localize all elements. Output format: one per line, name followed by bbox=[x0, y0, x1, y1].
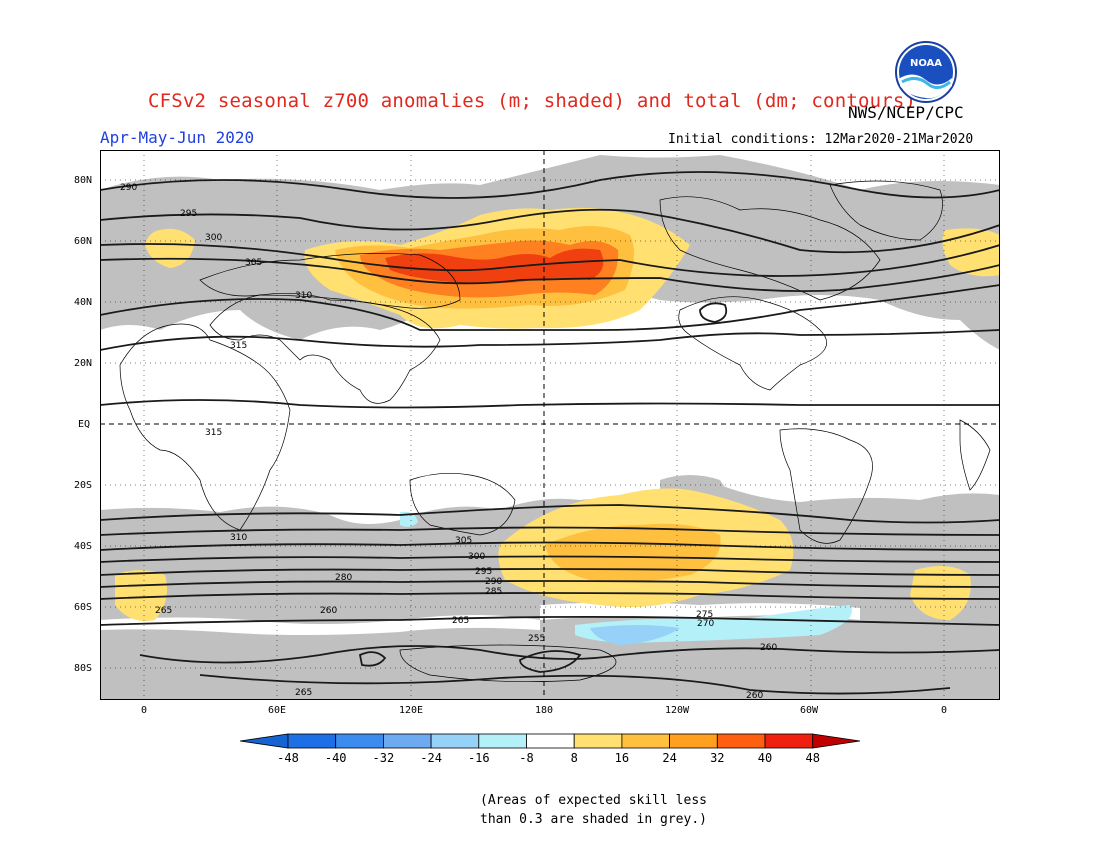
map-frame bbox=[100, 150, 1000, 700]
height-contours bbox=[100, 171, 1000, 695]
contour-label: 270 bbox=[697, 619, 714, 629]
colorbar-tick-label: -32 bbox=[373, 751, 395, 765]
colorbar-swatch bbox=[382, 733, 432, 749]
lat-label: 60S bbox=[74, 602, 93, 613]
colorbar-swatch bbox=[573, 733, 623, 749]
contour-label: 300 bbox=[205, 233, 222, 243]
map-title: CFSv2 seasonal z700 anomalies (m; shaded… bbox=[148, 90, 917, 112]
colorbar-tick-label: 8 bbox=[571, 751, 578, 765]
noaa-logo: NOAA bbox=[895, 41, 957, 103]
contour-label: 295 bbox=[475, 567, 492, 577]
lon-label: 120W bbox=[665, 705, 690, 716]
colorbar-swatch bbox=[335, 733, 384, 749]
colorbar-swatch bbox=[716, 733, 766, 749]
colorbar-arrow-right bbox=[812, 733, 861, 749]
contour-label: 280 bbox=[335, 573, 352, 583]
lat-label: 40N bbox=[74, 297, 93, 308]
lon-label: 60E bbox=[268, 705, 287, 716]
grid-dots bbox=[100, 150, 1000, 700]
lat-label: 80S bbox=[74, 663, 93, 674]
colorbar-swatch bbox=[430, 733, 480, 749]
footnote-line-2: than 0.3 are shaded in grey.) bbox=[480, 812, 707, 827]
colorbar-tick-label: 32 bbox=[710, 751, 724, 765]
colorbar-tick-label: -24 bbox=[420, 751, 442, 765]
lat-label: 60N bbox=[74, 236, 93, 247]
positive-anomaly-south bbox=[115, 488, 971, 621]
contour-labels: 290 295 300 305 310 315 315 310 305 300 … bbox=[120, 183, 777, 700]
contour-label: 265 bbox=[155, 606, 172, 616]
negative-anomaly bbox=[400, 511, 852, 645]
colorbar-swatch bbox=[764, 733, 814, 749]
colorbar-tick-label: -40 bbox=[325, 751, 347, 765]
anomaly-map: 290 295 300 305 310 315 315 310 305 300 … bbox=[100, 150, 1000, 700]
lon-label: 180 bbox=[535, 705, 554, 716]
colorbar-tick-label: -48 bbox=[277, 751, 299, 765]
coastlines bbox=[119, 180, 991, 683]
season-label: Apr-May-Jun 2020 bbox=[100, 128, 255, 147]
lat-label: 20S bbox=[74, 480, 93, 491]
lat-label: 80N bbox=[74, 175, 93, 186]
contour-label: 310 bbox=[230, 533, 247, 543]
noaa-logo-text: NOAA bbox=[910, 58, 942, 69]
colorbar-arrow-left bbox=[240, 733, 289, 749]
colorbar-swatch bbox=[669, 733, 718, 749]
colorbar-swatch bbox=[478, 733, 527, 749]
contour-label: 315 bbox=[205, 428, 222, 438]
colorbar-swatch bbox=[287, 733, 337, 749]
colorbar-swatch bbox=[526, 733, 575, 749]
colorbar-tick-label: 40 bbox=[758, 751, 772, 765]
agency-label: NWS/NCEP/CPC bbox=[848, 103, 964, 122]
contour-label: 305 bbox=[245, 258, 262, 268]
lon-label: 60W bbox=[800, 705, 819, 716]
lat-label: 40S bbox=[74, 541, 93, 552]
contour-label: 305 bbox=[455, 536, 472, 546]
contour-label: 265 bbox=[295, 688, 312, 698]
contour-label: 260 bbox=[760, 643, 777, 653]
lat-label: EQ bbox=[78, 419, 91, 430]
contour-label: 255 bbox=[528, 634, 545, 644]
contour-label: 300 bbox=[468, 552, 485, 562]
colorbar-swatch bbox=[621, 733, 670, 749]
lat-label: 20N bbox=[74, 358, 93, 369]
contour-label: 275 bbox=[696, 610, 713, 620]
footnote-line-1: (Areas of expected skill less bbox=[480, 793, 707, 808]
contour-label: 285 bbox=[485, 587, 502, 597]
contour-label: 310 bbox=[295, 291, 312, 301]
contour-label: 315 bbox=[230, 341, 247, 351]
contour-label: 290 bbox=[120, 183, 137, 193]
colorbar-tick-label: -8 bbox=[519, 751, 533, 765]
colorbar-tick-label: -16 bbox=[468, 751, 490, 765]
initial-conditions-label: Initial conditions: 12Mar2020-21Mar2020 bbox=[668, 132, 974, 147]
colorbar-tick-label: 16 bbox=[615, 751, 629, 765]
colorbar: -48 -40 -32 -24 -16 -8 8 16 24 32 40 48 bbox=[240, 733, 861, 765]
contour-label: 260 bbox=[320, 606, 337, 616]
colorbar-tick-label: 24 bbox=[662, 751, 676, 765]
contour-label: 295 bbox=[180, 209, 197, 219]
contour-label: 260 bbox=[746, 691, 763, 700]
lon-label: 120E bbox=[399, 705, 424, 716]
lon-label: 0 bbox=[941, 705, 948, 716]
contour-label: 265 bbox=[452, 616, 469, 626]
contour-label: 290 bbox=[485, 577, 502, 587]
colorbar-tick-label: 48 bbox=[805, 751, 819, 765]
lon-label: 0 bbox=[141, 705, 148, 716]
